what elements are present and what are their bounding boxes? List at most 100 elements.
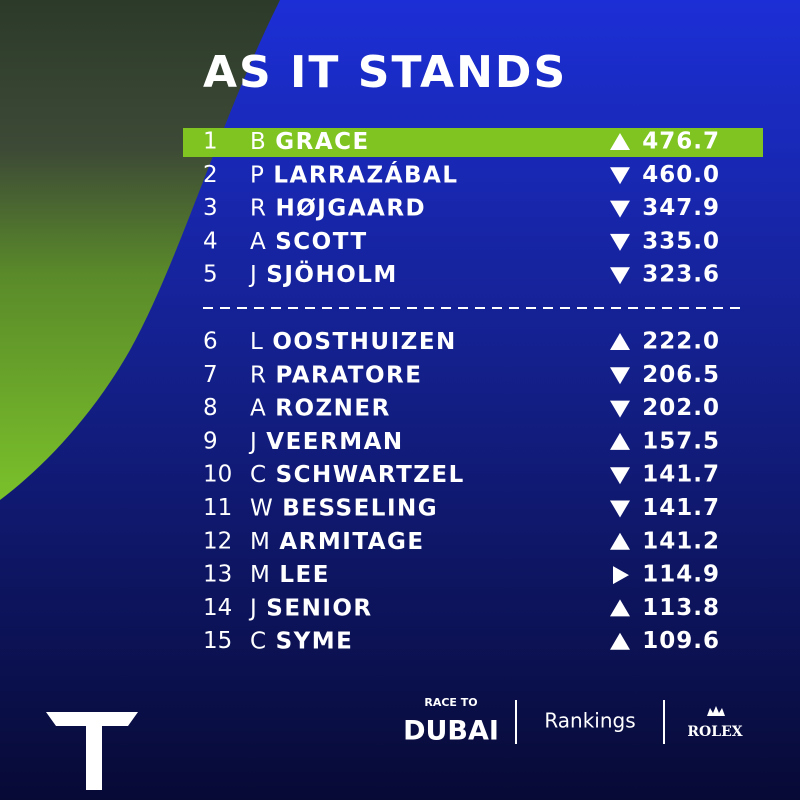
position: 6 <box>203 329 218 355</box>
row: 8 A ROZNER 202.0 <box>203 395 720 421</box>
rows: 1 B GRACE 476.72 P LARRAZÁBAL 460.03 R HØJGAARD 3… <box>183 128 763 654</box>
position: 4 <box>203 228 218 254</box>
title: AS IT STANDS <box>203 47 567 98</box>
trend-arrow <box>610 333 630 350</box>
points: 157.5 <box>642 428 720 454</box>
points: 323.6 <box>642 262 720 288</box>
surname: LEE <box>279 562 330 588</box>
surname: ROZNER <box>275 395 391 421</box>
initial: P <box>250 162 265 188</box>
surname: HØJGAARD <box>275 195 426 221</box>
position: 2 <box>203 162 218 188</box>
initial: J <box>248 262 258 288</box>
trend-arrow <box>610 500 630 518</box>
points: 347.9 <box>642 195 720 221</box>
initial: W <box>250 495 274 521</box>
player-name: J SJÖHOLM <box>248 260 398 288</box>
brand-logo <box>46 712 138 790</box>
initial: R <box>250 195 267 221</box>
surname: ARMITAGE <box>279 528 424 554</box>
row: 7 R PARATORE 206.5 <box>203 362 720 388</box>
points: 335.0 <box>642 228 720 254</box>
row: 14 J SENIOR 113.8 <box>203 595 720 621</box>
initial: R <box>250 362 267 388</box>
trend-arrow <box>610 267 630 285</box>
points: 476.7 <box>642 129 720 155</box>
player-name: B GRACE <box>250 129 370 155</box>
player-name: C SCHWARTZEL <box>250 462 465 488</box>
initial: A <box>250 228 267 254</box>
trend-arrow <box>610 400 630 418</box>
points: 141.7 <box>642 495 720 521</box>
trend-arrow <box>610 200 630 218</box>
surname: SCOTT <box>275 228 367 254</box>
initial: M <box>250 528 271 554</box>
trend-arrow <box>610 632 630 650</box>
row: 12 M ARMITAGE 141.2 <box>203 528 719 554</box>
trend-arrow <box>613 566 629 585</box>
initial: L <box>250 329 264 355</box>
row: 11 W BESSELING 141.7 <box>203 495 720 521</box>
row: 1 B GRACE 476.7 <box>183 128 763 157</box>
points: 460.0 <box>642 162 720 188</box>
position: 5 <box>203 262 218 288</box>
player-name: A SCOTT <box>250 228 368 254</box>
surname: OOSTHUIZEN <box>272 329 456 355</box>
player-name: J VEERMAN <box>248 428 404 454</box>
row: 10 C SCHWARTZEL 141.7 <box>203 462 720 488</box>
player-name: J SENIOR <box>248 595 373 621</box>
position: 15 <box>203 628 232 654</box>
initial: B <box>250 129 267 155</box>
row: 3 R HØJGAARD 347.9 <box>203 195 720 221</box>
surname: PARATORE <box>275 362 422 388</box>
surname: SJÖHOLM <box>266 260 398 288</box>
points: 202.0 <box>642 395 720 421</box>
initial: A <box>250 395 267 421</box>
surname: SYME <box>276 628 354 654</box>
position: 7 <box>203 362 218 388</box>
points: 114.9 <box>642 562 720 588</box>
row: 5 J SJÖHOLM 323.6 <box>203 260 720 288</box>
points: 222.0 <box>642 329 720 355</box>
player-name: A ROZNER <box>250 395 391 421</box>
position: 14 <box>203 595 232 621</box>
row: 2 P LARRAZÁBAL 460.0 <box>203 160 720 188</box>
player-name: R HØJGAARD <box>250 195 426 221</box>
trend-arrow <box>610 432 630 450</box>
position: 13 <box>203 562 232 588</box>
surname: SENIOR <box>266 595 372 621</box>
initial: J <box>248 595 258 621</box>
row: 4 A SCOTT 335.0 <box>203 228 720 254</box>
trend-arrow <box>610 532 630 550</box>
position: 11 <box>203 495 232 521</box>
position: 10 <box>203 462 232 488</box>
footer-label: Rankings <box>544 709 635 733</box>
points: 113.8 <box>642 595 720 621</box>
surname: SCHWARTZEL <box>276 462 465 488</box>
player-name: C SYME <box>250 628 353 654</box>
trend-arrow <box>610 167 630 185</box>
trend-arrow <box>610 599 630 617</box>
surname: VEERMAN <box>266 428 403 454</box>
initial: C <box>250 462 268 488</box>
logo-main: DUBAI <box>403 716 499 747</box>
player-name: L OOSTHUIZEN <box>250 329 457 355</box>
initial: M <box>250 562 271 588</box>
points: 109.6 <box>642 628 720 654</box>
points: 141.7 <box>642 462 720 488</box>
logo-top: RACE TO <box>424 696 477 709</box>
surname: GRACE <box>275 129 369 155</box>
row: 6 L OOSTHUIZEN 222.0 <box>203 329 720 355</box>
position: 8 <box>203 395 218 421</box>
position: 3 <box>203 195 218 221</box>
surname: LARRAZÁBAL <box>273 160 458 188</box>
trend-arrow <box>610 467 630 485</box>
points: 206.5 <box>642 362 720 388</box>
photo-panel <box>0 0 280 500</box>
initial: J <box>248 428 258 454</box>
row: 15 C SYME 109.6 <box>203 628 720 654</box>
position: 1 <box>203 129 218 155</box>
row: 13 M LEE 114.9 <box>203 562 720 588</box>
highlight <box>183 128 763 157</box>
